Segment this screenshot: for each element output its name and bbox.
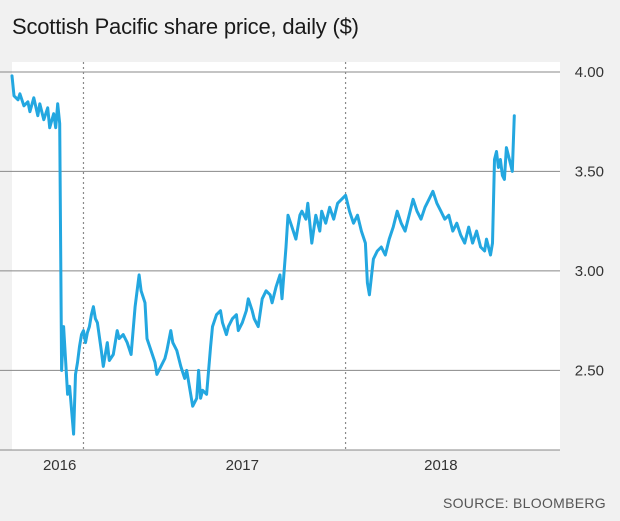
series-layer <box>10 74 516 436</box>
y-axis-ticks: 4.00 3.50 3.00 2.50 <box>575 64 604 379</box>
chart-title: Scottish Pacific share price, daily ($) <box>12 14 359 39</box>
x-tick-label: 2016 <box>43 457 76 474</box>
share-price-line <box>10 74 516 436</box>
y-tick-label: 2.50 <box>575 362 604 379</box>
source-note: SOURCE: BLOOMBERG <box>442 495 606 511</box>
x-axis-ticks: 2016 2017 2018 <box>43 457 458 474</box>
y-tick-label: 3.00 <box>575 263 604 280</box>
x-tick-label: 2018 <box>424 457 457 474</box>
x-tick-label: 2017 <box>226 457 259 474</box>
y-tick-label: 4.00 <box>575 64 604 81</box>
grid-lines <box>0 71 560 451</box>
y-tick-label: 3.50 <box>575 163 604 180</box>
